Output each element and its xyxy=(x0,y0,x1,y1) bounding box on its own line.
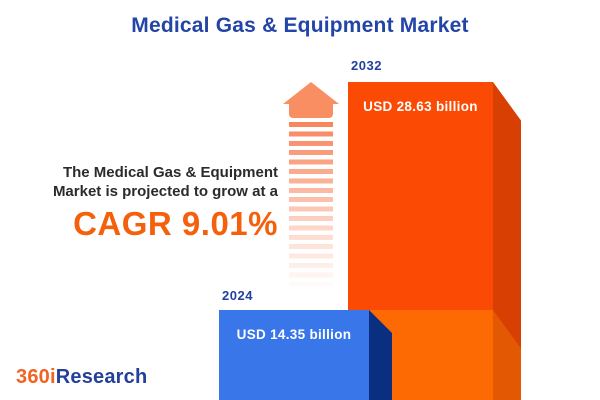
bar-2032-year-label: 2032 xyxy=(351,58,382,73)
bar-2024-value-label: USD 14.35 billion xyxy=(236,327,352,342)
logo-research: Research xyxy=(55,366,148,388)
description-block: The Medical Gas & Equipment Market is pr… xyxy=(20,163,278,240)
description-line1: The Medical Gas & Equipment xyxy=(62,164,278,181)
bar-2032-value-label: USD 28.63 billion xyxy=(363,99,478,114)
arrow-stripes-icon xyxy=(289,122,333,292)
bar-2024-year-label: 2024 xyxy=(222,288,253,303)
bar-2024: USD 14.35 billion xyxy=(219,310,369,400)
cagr-value: CAGR 9.01% xyxy=(73,205,278,242)
page-title: Medical Gas & Equipment Market xyxy=(131,14,469,37)
description-line2: Market is projected to grow at a xyxy=(52,183,278,200)
logo: 360iResearch xyxy=(16,366,147,389)
arrow-neck-icon xyxy=(289,100,333,118)
logo-360i: 360i xyxy=(16,366,56,388)
bar-2032-side-3d xyxy=(493,82,521,400)
